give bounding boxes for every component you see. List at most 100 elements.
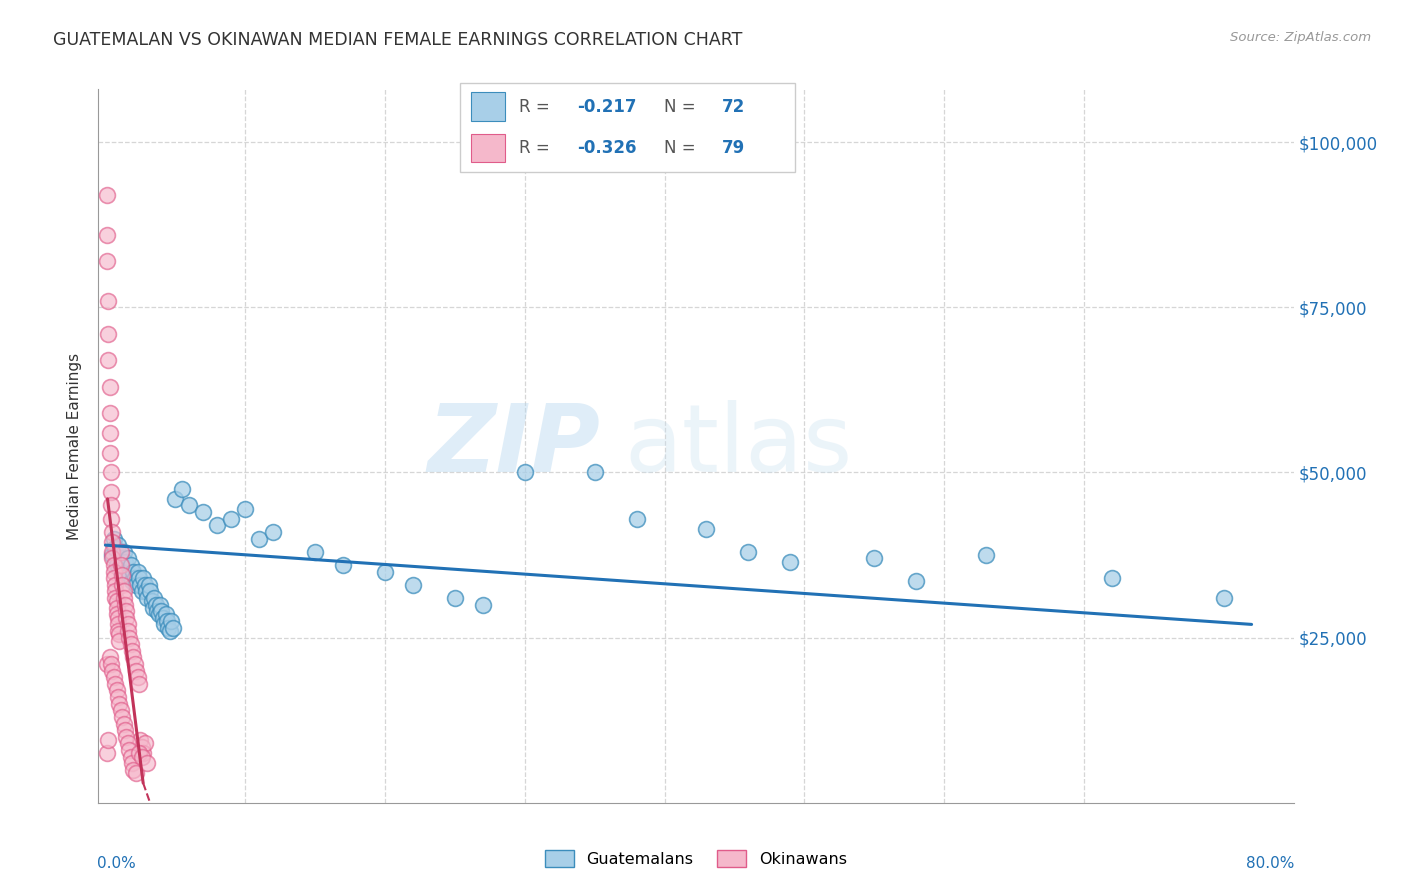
Point [97,353,120,368]
Y-axis label: Median Female Earnings: Median Female Earnings [67,352,83,540]
Legend: Guatemalans, Okinawans: Guatemalans, Okinawans [538,844,853,873]
Point [117,617,139,632]
Point [134,578,156,592]
Point [111,710,134,724]
Point [141,594,163,608]
Point [131,739,153,754]
Point [193,505,215,519]
Point [122,650,145,665]
Point [1212,591,1234,605]
Point [146,604,169,618]
Point [148,607,170,622]
Point [156,614,179,628]
Point [96,657,118,671]
Point [108,697,131,711]
Point [153,617,176,632]
Point [120,558,142,572]
Point [162,621,184,635]
Point [155,607,177,622]
Text: ZIP: ZIP [427,400,600,492]
Point [135,584,157,599]
Text: 80.0%: 80.0% [1246,856,1295,871]
Text: R =: R = [519,139,555,157]
Point [863,551,886,566]
Point [100,466,122,480]
Point [96,746,118,760]
Point [101,545,124,559]
Point [247,532,270,546]
Point [149,598,172,612]
Point [128,677,150,691]
Text: 79: 79 [723,139,745,157]
Point [101,534,124,549]
Point [97,326,120,341]
Point [974,548,997,562]
Text: R =: R = [519,97,555,115]
Point [105,558,128,572]
Point [122,565,145,579]
Point [128,571,150,585]
Point [118,567,141,582]
Point [132,571,155,585]
Point [103,670,125,684]
Point [207,518,229,533]
Point [101,548,124,562]
Point [117,736,139,750]
Point [779,555,801,569]
Point [101,551,124,566]
Point [138,578,160,592]
Point [139,584,162,599]
Point [104,541,127,556]
Point [157,621,180,635]
Point [110,558,132,572]
Point [98,650,121,665]
Point [108,561,131,575]
Point [150,604,173,618]
Text: N =: N = [664,97,700,115]
Point [142,600,165,615]
Point [100,511,122,525]
Point [129,578,152,592]
Point [105,607,128,622]
Point [107,538,129,552]
Point [444,591,467,605]
Point [136,756,159,771]
Point [108,634,131,648]
Point [129,733,152,747]
Point [112,591,135,605]
Text: Source: ZipAtlas.com: Source: ZipAtlas.com [1230,31,1371,45]
Point [98,379,121,393]
FancyBboxPatch shape [471,134,505,161]
Point [125,578,148,592]
Point [471,598,494,612]
Point [145,598,167,612]
Point [626,511,648,525]
Point [107,690,129,704]
Point [120,637,142,651]
Point [118,631,141,645]
Point [112,545,135,559]
Point [105,683,128,698]
Text: atlas: atlas [624,400,852,492]
Point [117,551,139,566]
Point [165,491,187,506]
Point [136,591,159,605]
Point [121,574,143,589]
Text: -0.217: -0.217 [578,97,637,115]
Point [112,716,135,731]
Point [160,614,183,628]
Point [143,591,166,605]
Point [112,584,135,599]
Point [100,485,122,500]
Point [332,558,354,572]
Point [695,522,717,536]
Point [111,567,134,582]
Point [101,664,124,678]
Point [304,545,326,559]
Point [117,624,139,638]
Point [98,425,121,440]
Point [132,746,155,760]
Point [115,604,138,618]
Point [233,501,256,516]
FancyBboxPatch shape [471,93,505,120]
